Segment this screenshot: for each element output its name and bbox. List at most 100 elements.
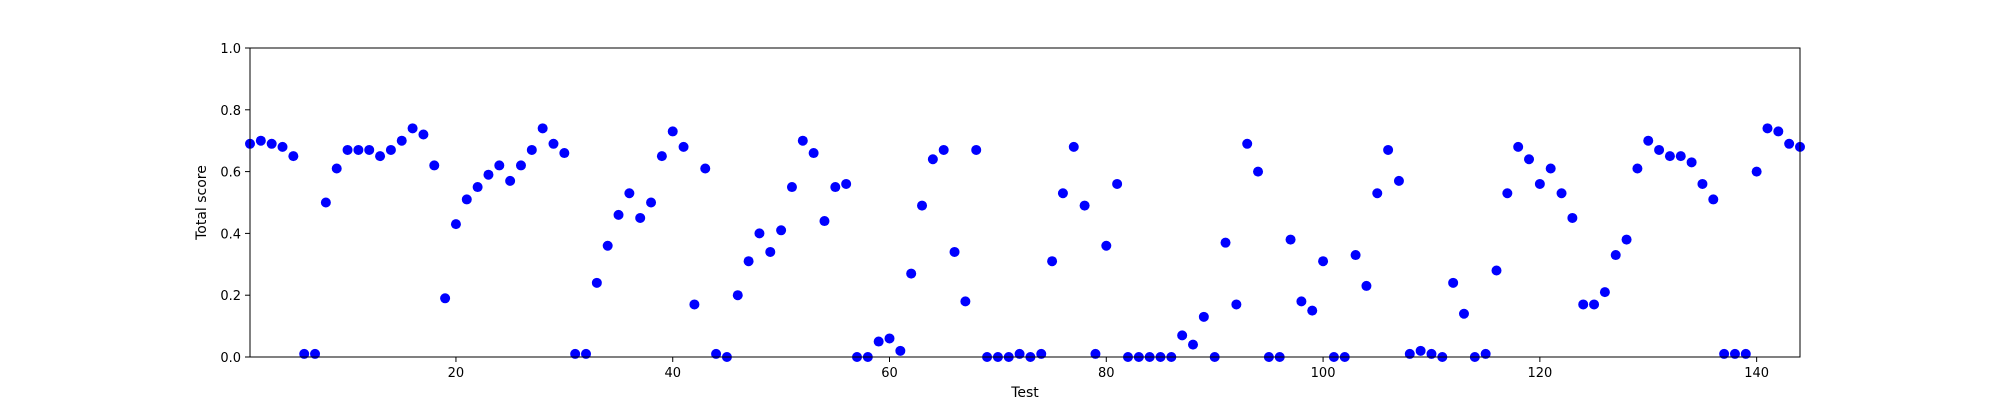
data-point bbox=[1307, 305, 1318, 316]
y-tick-label: 0.6 bbox=[220, 166, 241, 181]
data-point bbox=[1242, 138, 1253, 149]
data-point bbox=[266, 138, 277, 149]
data-point bbox=[819, 216, 830, 227]
data-point bbox=[841, 178, 852, 189]
data-point bbox=[1361, 280, 1372, 291]
data-point bbox=[1589, 299, 1600, 310]
data-point bbox=[342, 144, 353, 155]
data-point bbox=[1090, 348, 1101, 359]
data-point bbox=[635, 212, 646, 223]
data-point bbox=[364, 144, 375, 155]
data-point bbox=[797, 135, 808, 146]
data-point bbox=[331, 163, 342, 174]
data-point bbox=[1599, 287, 1610, 298]
data-point bbox=[1524, 154, 1535, 165]
data-point bbox=[678, 141, 689, 152]
data-point bbox=[1751, 166, 1762, 177]
data-point bbox=[1621, 234, 1632, 245]
data-point bbox=[1198, 311, 1209, 322]
x-axis: 20 40 60 80 100 120 140 bbox=[448, 357, 1769, 381]
data-point bbox=[461, 194, 472, 205]
data-point bbox=[1654, 144, 1665, 155]
data-point bbox=[515, 160, 526, 171]
data-point bbox=[581, 348, 592, 359]
data-point bbox=[917, 200, 928, 211]
data-point bbox=[1545, 163, 1556, 174]
data-point bbox=[1502, 188, 1513, 199]
data-point bbox=[1578, 299, 1589, 310]
data-point bbox=[786, 182, 797, 193]
data-point bbox=[1036, 348, 1047, 359]
data-point bbox=[559, 148, 570, 159]
data-point bbox=[440, 293, 451, 304]
data-point bbox=[1393, 175, 1404, 186]
data-point bbox=[1014, 348, 1025, 359]
data-point bbox=[526, 144, 537, 155]
data-point bbox=[1719, 348, 1730, 359]
data-point bbox=[830, 182, 841, 193]
data-point bbox=[776, 225, 787, 236]
data-point bbox=[1643, 135, 1654, 146]
data-point bbox=[407, 123, 418, 134]
x-tick-label: 80 bbox=[1098, 366, 1115, 381]
data-point bbox=[1079, 200, 1090, 211]
data-point bbox=[689, 299, 700, 310]
data-point bbox=[971, 144, 982, 155]
x-tick-label: 20 bbox=[448, 366, 465, 381]
data-point bbox=[1177, 330, 1188, 341]
data-point bbox=[732, 290, 743, 301]
data-point bbox=[895, 345, 906, 356]
y-axis-label: Total score bbox=[194, 165, 210, 241]
data-point bbox=[277, 141, 288, 152]
x-tick-label: 60 bbox=[881, 366, 898, 381]
y-tick-label: 0.2 bbox=[220, 289, 241, 304]
data-point bbox=[1632, 163, 1643, 174]
y-tick-label: 1.0 bbox=[220, 42, 241, 57]
data-point bbox=[418, 129, 429, 140]
y-tick-label: 0.4 bbox=[220, 227, 241, 242]
data-point bbox=[1556, 188, 1567, 199]
data-point bbox=[537, 123, 548, 134]
data-point bbox=[570, 348, 581, 359]
data-point bbox=[288, 151, 299, 162]
data-point bbox=[646, 197, 657, 208]
y-axis: 0.0 0.2 0.4 0.6 0.8 1.0 bbox=[220, 42, 250, 366]
data-point bbox=[375, 151, 386, 162]
data-point bbox=[1047, 256, 1058, 267]
data-point bbox=[353, 144, 364, 155]
data-point bbox=[1480, 348, 1491, 359]
data-point bbox=[1610, 250, 1621, 261]
data-point bbox=[483, 169, 494, 180]
data-point bbox=[320, 197, 331, 208]
data-points bbox=[245, 123, 1805, 362]
data-point bbox=[1513, 141, 1524, 152]
data-point bbox=[1458, 308, 1469, 319]
data-point bbox=[949, 246, 960, 257]
x-tick-label: 40 bbox=[664, 366, 681, 381]
x-tick-label: 140 bbox=[1744, 366, 1769, 381]
data-point bbox=[450, 219, 461, 230]
data-point bbox=[1285, 234, 1296, 245]
x-axis-label: Test bbox=[1010, 385, 1039, 400]
data-point bbox=[1383, 144, 1394, 155]
data-point bbox=[1068, 141, 1079, 152]
data-point bbox=[808, 148, 819, 159]
data-point bbox=[1188, 339, 1199, 350]
data-point bbox=[1675, 151, 1686, 162]
data-point bbox=[1664, 151, 1675, 162]
data-point bbox=[873, 336, 884, 347]
data-point bbox=[1415, 345, 1426, 356]
data-point bbox=[505, 175, 516, 186]
data-point bbox=[743, 256, 754, 267]
data-point bbox=[310, 348, 321, 359]
data-point bbox=[1318, 256, 1329, 267]
data-point bbox=[1708, 194, 1719, 205]
data-point bbox=[602, 240, 613, 251]
data-point bbox=[1296, 296, 1307, 307]
data-point bbox=[299, 348, 310, 359]
data-point bbox=[1491, 265, 1502, 276]
data-point bbox=[884, 333, 895, 344]
data-point bbox=[711, 348, 722, 359]
data-point bbox=[1404, 348, 1415, 359]
